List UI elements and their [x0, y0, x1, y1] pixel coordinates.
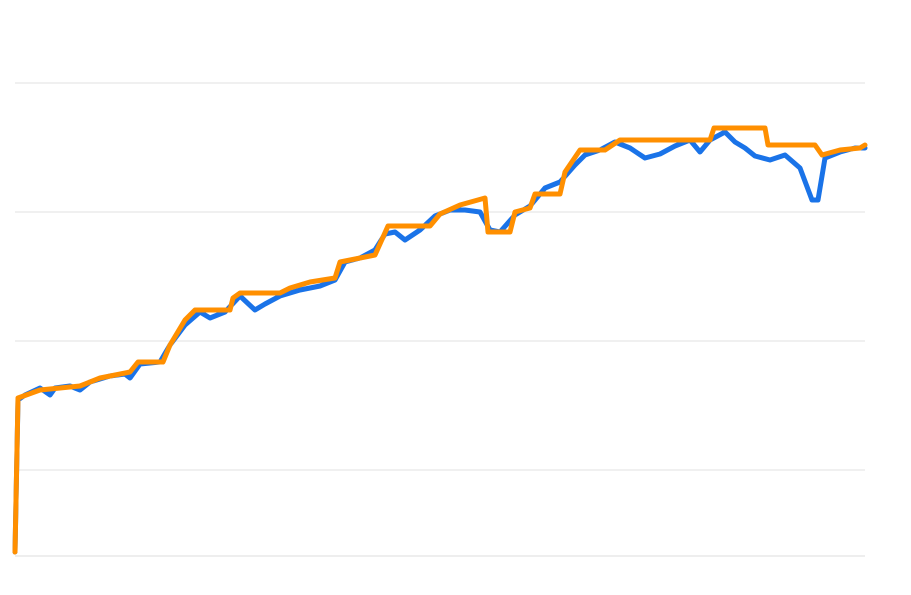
series-line: [12, 129, 868, 555]
series-line: [12, 125, 868, 555]
